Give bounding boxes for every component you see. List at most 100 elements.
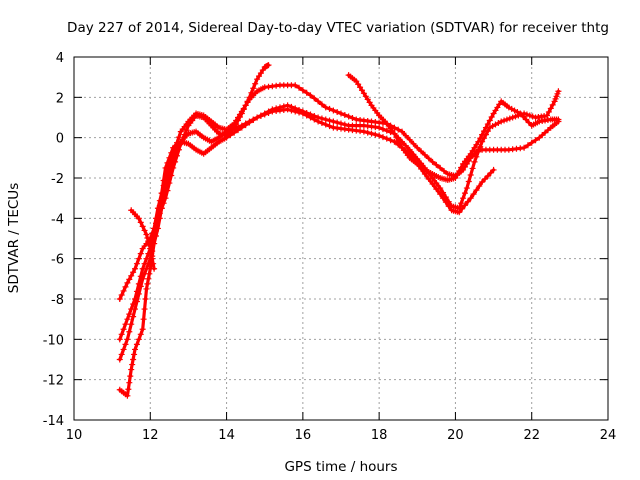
data-point: [496, 101, 503, 108]
data-point: [254, 76, 261, 83]
x-axis-label: GPS time / hours: [284, 459, 397, 475]
data-point: [506, 115, 513, 122]
data-point: [130, 313, 137, 320]
data-point: [175, 134, 182, 141]
data-point: [116, 356, 123, 363]
data-point: [151, 240, 158, 247]
data-point: [137, 331, 144, 338]
data-point: [126, 379, 133, 386]
data-point: [227, 127, 234, 134]
data-point: [307, 92, 314, 99]
data-point: [429, 181, 436, 188]
data-point: [259, 67, 266, 74]
y-tick-label: -4: [51, 212, 64, 227]
data-point: [231, 120, 238, 127]
data-point: [460, 195, 467, 202]
data-point: [227, 132, 234, 139]
data-point: [372, 131, 379, 138]
data-point: [379, 126, 386, 133]
data-point: [501, 117, 508, 124]
data-point: [456, 205, 463, 212]
data-point: [484, 172, 491, 179]
data-point: [128, 272, 135, 279]
data-point: [265, 108, 272, 115]
data-point: [135, 290, 142, 297]
data-point: [124, 392, 131, 399]
data-point: [238, 124, 245, 131]
data-point: [469, 165, 476, 172]
data-point: [471, 158, 478, 165]
data-point: [473, 141, 480, 148]
data-point: [142, 296, 149, 302]
data-point: [476, 183, 483, 190]
data-point: [509, 114, 516, 121]
data-point: [524, 142, 531, 149]
data-point: [397, 141, 404, 148]
data-point: [116, 296, 123, 302]
data-point: [166, 169, 173, 176]
data-point: [132, 346, 139, 353]
data-point: [143, 285, 150, 292]
data-point: [139, 223, 146, 230]
x-tick-label: 20: [447, 428, 464, 443]
data-point: [456, 167, 463, 174]
data-point: [481, 176, 488, 183]
data-point: [296, 106, 303, 113]
data-point: [244, 99, 251, 106]
data-point: [402, 142, 409, 149]
data-point: [437, 164, 444, 171]
data-point: [303, 109, 310, 116]
data-point: [358, 87, 365, 94]
data-point: [470, 191, 477, 198]
data-point: [345, 113, 352, 120]
data-point: [307, 111, 314, 118]
data-point: [132, 306, 139, 313]
data-point: [477, 135, 484, 142]
data-point: [421, 151, 428, 158]
series-track-5: [128, 207, 158, 272]
data-point: [129, 361, 136, 368]
x-tick-label: 10: [66, 428, 83, 443]
y-tick-labels: -14 -12 -10 -8 -6 -4 -2 0 2 4: [43, 51, 64, 429]
data-point: [425, 155, 432, 162]
data-point: [311, 112, 318, 119]
y-tick-label: -10: [43, 333, 64, 348]
data-point: [133, 260, 140, 267]
data-point: [362, 93, 369, 100]
data-point: [144, 234, 151, 241]
data-point: [334, 108, 341, 115]
data-point: [471, 144, 478, 151]
data-point: [393, 134, 400, 141]
x-tick-label: 18: [371, 428, 388, 443]
data-point: [410, 140, 417, 147]
data-point: [164, 159, 171, 166]
data-point: [492, 107, 499, 114]
data-point: [355, 81, 362, 88]
data-point: [151, 265, 158, 272]
data-point: [529, 113, 536, 120]
x-tick-labels: 10 12 14 16 18 20 22 24: [66, 428, 617, 443]
y-tick-label: -12: [43, 374, 64, 389]
data-point: [479, 131, 486, 138]
data-point: [383, 135, 390, 142]
data-point: [128, 321, 135, 328]
data-point: [467, 195, 474, 202]
data-point: [252, 80, 259, 87]
data-point: [461, 190, 468, 197]
data-point: [473, 187, 480, 194]
data-point: [122, 321, 129, 328]
data-point: [469, 147, 476, 154]
series-track-6: [345, 72, 562, 184]
data-point: [246, 119, 253, 126]
data-point: [156, 202, 163, 209]
data-point: [168, 149, 175, 156]
data-point: [383, 127, 390, 134]
data-point: [146, 270, 153, 277]
data-point: [454, 171, 461, 178]
data-point: [452, 175, 459, 181]
data-point: [143, 231, 150, 238]
data-point: [231, 129, 238, 136]
x-tick-label: 24: [600, 428, 617, 443]
data-point: [160, 177, 167, 184]
